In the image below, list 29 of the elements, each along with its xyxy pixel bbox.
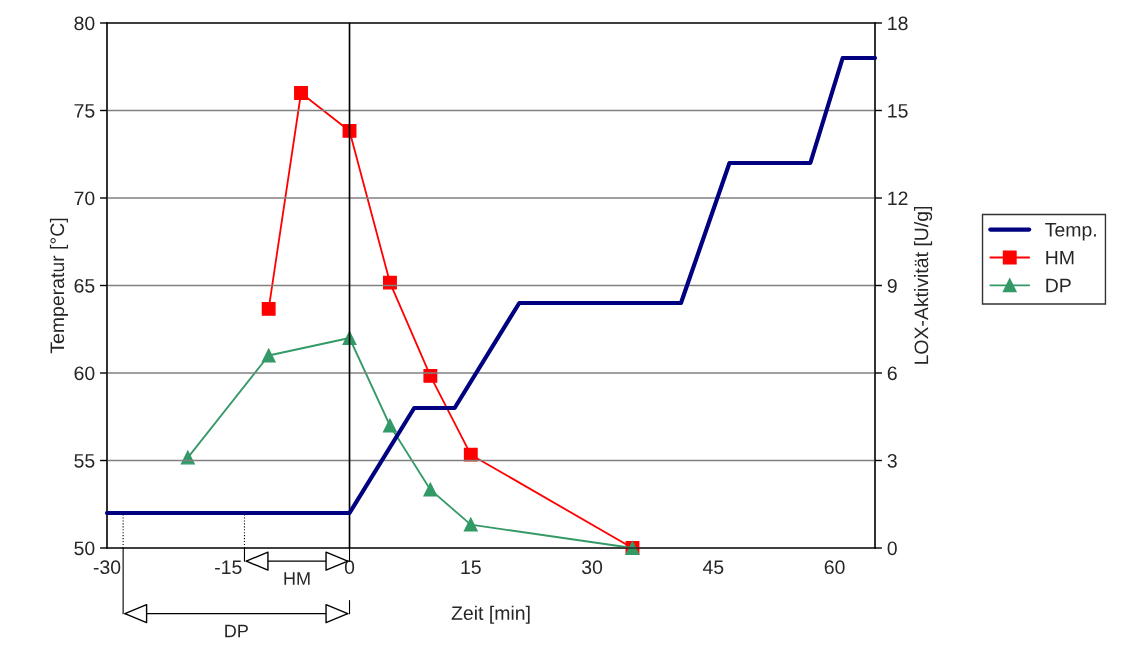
legend-label: Temp. (1045, 223, 1096, 241)
y-tick-label: 55 (74, 454, 95, 468)
y2-tick-label: 6 (887, 366, 897, 381)
y2-axis-title: LOX-Aktivität [U/g] (913, 206, 933, 364)
y-tick-label: 50 (74, 541, 95, 556)
y2-tick-label: 3 (887, 453, 897, 468)
legend-label: DP (1046, 278, 1071, 293)
x-tick-label: 60 (824, 560, 845, 575)
y-tick-label: 75 (74, 104, 95, 118)
y-tick-label: 60 (74, 366, 95, 381)
text: DP (225, 624, 248, 638)
y2-tick-label: 12 (888, 191, 908, 206)
x-axis-title: Zeit [min] (451, 605, 530, 624)
y-tick-label: 70 (74, 191, 95, 206)
x-tick-label: 45 (702, 560, 724, 575)
x-tick-label: -30 (93, 560, 121, 575)
x-tick-label: -15 (215, 560, 242, 575)
x-tick-label: 15 (461, 560, 481, 575)
y2-tick-label: 0 (887, 541, 897, 556)
y2-tick-label: 9 (887, 278, 897, 293)
y-tick-label: 80 (74, 16, 95, 31)
y2-tick-label: 18 (888, 16, 908, 31)
text: HM (284, 572, 310, 585)
y2-tick-label: 15 (888, 104, 908, 118)
y-tick-label: 65 (74, 278, 95, 293)
y-axis-title: Temperatur [°C] (49, 218, 69, 354)
x-tick-label: 30 (581, 560, 603, 575)
legend-label: HM (1046, 250, 1074, 265)
x-tick-label: 0 (344, 560, 355, 575)
